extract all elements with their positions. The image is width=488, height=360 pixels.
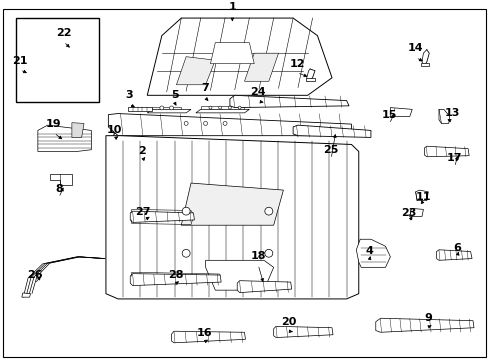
Polygon shape bbox=[409, 208, 423, 216]
Text: 22: 22 bbox=[56, 28, 71, 38]
Polygon shape bbox=[356, 239, 389, 267]
Circle shape bbox=[203, 121, 207, 125]
Text: 4: 4 bbox=[365, 246, 373, 256]
Polygon shape bbox=[229, 95, 348, 108]
Text: 7: 7 bbox=[201, 83, 208, 93]
Circle shape bbox=[160, 106, 163, 110]
Text: 15: 15 bbox=[381, 110, 396, 120]
Text: 13: 13 bbox=[444, 108, 459, 118]
Polygon shape bbox=[171, 331, 245, 343]
Text: 17: 17 bbox=[446, 153, 461, 163]
Text: 9: 9 bbox=[424, 313, 431, 323]
Polygon shape bbox=[237, 281, 291, 293]
Polygon shape bbox=[436, 250, 471, 260]
Text: 3: 3 bbox=[125, 90, 132, 100]
Circle shape bbox=[169, 106, 173, 110]
Polygon shape bbox=[273, 326, 332, 338]
Text: 6: 6 bbox=[452, 243, 461, 253]
Circle shape bbox=[264, 249, 272, 257]
Polygon shape bbox=[176, 57, 215, 85]
Text: 16: 16 bbox=[196, 328, 212, 338]
Polygon shape bbox=[305, 78, 314, 81]
Polygon shape bbox=[147, 18, 331, 95]
Polygon shape bbox=[45, 78, 69, 92]
Polygon shape bbox=[113, 133, 126, 141]
Circle shape bbox=[264, 207, 272, 215]
Polygon shape bbox=[38, 125, 91, 152]
Polygon shape bbox=[127, 107, 152, 111]
Polygon shape bbox=[420, 63, 428, 66]
Polygon shape bbox=[147, 109, 191, 113]
Polygon shape bbox=[292, 125, 370, 138]
Circle shape bbox=[182, 207, 190, 215]
Circle shape bbox=[182, 249, 190, 257]
Polygon shape bbox=[72, 123, 84, 138]
Text: 26: 26 bbox=[26, 270, 42, 280]
Polygon shape bbox=[64, 71, 89, 85]
Text: 23: 23 bbox=[400, 208, 416, 219]
Polygon shape bbox=[114, 127, 127, 134]
Polygon shape bbox=[106, 136, 358, 299]
Text: 24: 24 bbox=[250, 87, 265, 97]
Polygon shape bbox=[152, 107, 181, 109]
Circle shape bbox=[218, 106, 221, 109]
Polygon shape bbox=[181, 183, 283, 225]
Text: 18: 18 bbox=[250, 251, 265, 261]
Circle shape bbox=[184, 121, 188, 125]
Text: 11: 11 bbox=[415, 192, 430, 202]
Polygon shape bbox=[16, 18, 99, 102]
Polygon shape bbox=[438, 109, 449, 123]
Polygon shape bbox=[201, 106, 244, 109]
Text: 27: 27 bbox=[135, 207, 151, 217]
Text: 20: 20 bbox=[281, 317, 296, 327]
Text: 1: 1 bbox=[228, 3, 236, 12]
Circle shape bbox=[228, 106, 231, 109]
Polygon shape bbox=[415, 190, 427, 201]
Polygon shape bbox=[210, 42, 254, 64]
Text: 21: 21 bbox=[12, 56, 27, 66]
Text: 14: 14 bbox=[407, 44, 423, 54]
Text: 10: 10 bbox=[106, 125, 122, 135]
Polygon shape bbox=[389, 108, 411, 116]
Polygon shape bbox=[35, 92, 89, 99]
Polygon shape bbox=[130, 274, 221, 285]
Polygon shape bbox=[205, 260, 273, 290]
Circle shape bbox=[208, 106, 211, 109]
Text: 12: 12 bbox=[289, 59, 304, 69]
Polygon shape bbox=[375, 318, 473, 332]
Polygon shape bbox=[130, 211, 194, 222]
Text: 25: 25 bbox=[323, 145, 338, 155]
Polygon shape bbox=[196, 109, 249, 113]
Text: 8: 8 bbox=[55, 184, 62, 194]
Polygon shape bbox=[424, 146, 468, 157]
Text: 19: 19 bbox=[46, 119, 61, 129]
Text: 2: 2 bbox=[138, 147, 146, 156]
Text: 28: 28 bbox=[167, 270, 183, 280]
Polygon shape bbox=[50, 174, 72, 185]
Polygon shape bbox=[108, 113, 351, 136]
Circle shape bbox=[238, 106, 241, 109]
Text: 5: 5 bbox=[171, 90, 179, 100]
Polygon shape bbox=[244, 53, 278, 81]
Polygon shape bbox=[22, 293, 30, 297]
Circle shape bbox=[223, 121, 226, 125]
